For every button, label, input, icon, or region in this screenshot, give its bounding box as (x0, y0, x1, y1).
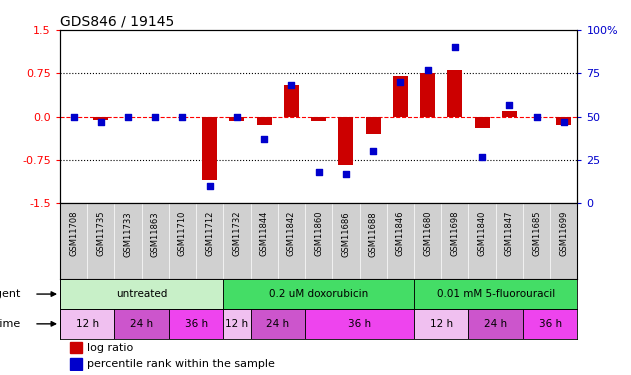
Text: GSM11844: GSM11844 (260, 211, 269, 256)
Text: GSM11732: GSM11732 (232, 211, 242, 256)
Bar (365, 117, 380, 134)
Text: untreated: untreated (116, 289, 167, 299)
Text: GSM11860: GSM11860 (314, 211, 323, 256)
Bar (502, 111, 517, 117)
Text: GDS846 / 19145: GDS846 / 19145 (60, 15, 174, 29)
Bar (468, 309, 523, 339)
Point (504, 102, 514, 108)
Bar (223, 309, 251, 339)
Point (69, 114, 79, 120)
Text: GSM11733: GSM11733 (124, 211, 133, 256)
Text: agent: agent (0, 289, 21, 299)
Point (531, 114, 541, 120)
Point (558, 119, 569, 125)
Text: GSM11708: GSM11708 (69, 211, 78, 256)
Text: 36 h: 36 h (348, 319, 371, 329)
Bar (223, 279, 414, 309)
Bar (60, 309, 114, 339)
Text: GSM11680: GSM11680 (423, 211, 432, 256)
Text: GSM11710: GSM11710 (178, 211, 187, 256)
Text: GSM11847: GSM11847 (505, 211, 514, 256)
Text: 24 h: 24 h (130, 319, 153, 329)
Bar (393, 76, 408, 117)
Text: GSM11712: GSM11712 (205, 211, 214, 256)
Point (123, 114, 133, 120)
Bar (305, 309, 414, 339)
Point (314, 169, 324, 175)
Text: 0.2 uM doxorubicin: 0.2 uM doxorubicin (269, 289, 369, 299)
Bar (414, 309, 468, 339)
Text: GSM11699: GSM11699 (559, 211, 569, 256)
Text: 24 h: 24 h (484, 319, 507, 329)
Text: percentile rank within the sample: percentile rank within the sample (87, 359, 274, 369)
Bar (70, 358, 81, 370)
Text: 24 h: 24 h (266, 319, 290, 329)
Text: 12 h: 12 h (430, 319, 453, 329)
Point (259, 136, 269, 142)
Bar (60, 279, 223, 309)
Text: 0.01 mM 5-fluorouracil: 0.01 mM 5-fluorouracil (437, 289, 555, 299)
Text: log ratio: log ratio (87, 343, 133, 353)
Text: 12 h: 12 h (225, 319, 249, 329)
Text: GSM11686: GSM11686 (341, 211, 350, 256)
Point (177, 114, 187, 120)
Bar (257, 117, 272, 125)
Bar (284, 85, 299, 117)
Bar (93, 117, 109, 120)
Bar (414, 279, 577, 309)
Bar (475, 117, 490, 128)
Text: GSM11863: GSM11863 (151, 211, 160, 256)
Point (477, 153, 487, 159)
Bar (338, 117, 353, 165)
Point (341, 171, 351, 177)
Text: 12 h: 12 h (76, 319, 98, 329)
Bar (420, 74, 435, 117)
Point (450, 44, 460, 50)
Text: GSM11688: GSM11688 (369, 211, 377, 256)
Bar (70, 342, 81, 353)
Bar (523, 309, 577, 339)
Point (368, 148, 378, 154)
Point (423, 67, 433, 73)
Text: GSM11685: GSM11685 (532, 211, 541, 256)
Text: GSM11846: GSM11846 (396, 211, 405, 256)
Point (96, 119, 106, 125)
Text: time: time (0, 319, 21, 329)
Point (395, 79, 405, 85)
Bar (447, 70, 463, 117)
Text: GSM11735: GSM11735 (97, 211, 105, 256)
Text: 36 h: 36 h (539, 319, 562, 329)
Bar (114, 309, 169, 339)
Bar (311, 117, 326, 121)
Bar (169, 309, 223, 339)
Bar (230, 117, 244, 121)
Bar (557, 117, 571, 125)
Point (204, 183, 215, 189)
Bar (251, 309, 305, 339)
Point (286, 82, 297, 88)
Text: 36 h: 36 h (184, 319, 208, 329)
Text: GSM11840: GSM11840 (478, 211, 487, 256)
Point (150, 114, 160, 120)
Text: GSM11698: GSM11698 (451, 211, 459, 256)
Bar (202, 117, 217, 180)
Text: GSM11842: GSM11842 (287, 211, 296, 256)
Point (232, 114, 242, 120)
